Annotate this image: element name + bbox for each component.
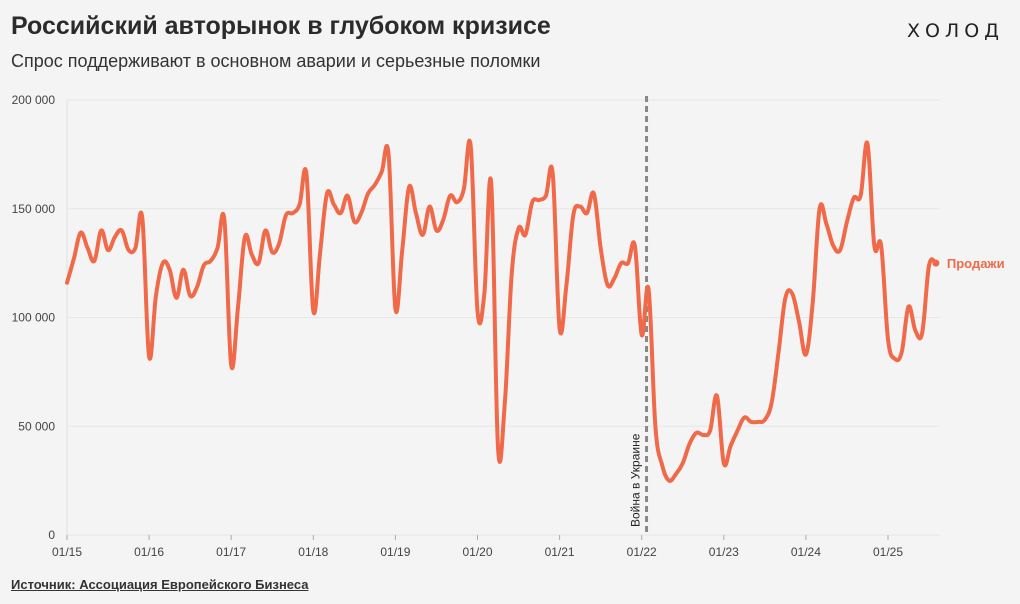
y-tick-label: 50 000 bbox=[18, 419, 55, 433]
axis-layer: 0 50 000 100 000 150 000 200 000 01/15 01/16 01… bbox=[12, 93, 904, 559]
x-tick-label: 01/21 bbox=[545, 545, 575, 559]
y-tick-label: 0 bbox=[48, 528, 55, 542]
series-line-sales bbox=[65, 138, 938, 483]
x-tick-label: 01/22 bbox=[627, 545, 657, 559]
x-tick-label: 01/15 bbox=[52, 545, 82, 559]
x-tick-label: 01/18 bbox=[298, 545, 328, 559]
annotation-label: Война в Украине bbox=[629, 433, 643, 527]
y-tick-label: 100 000 bbox=[12, 311, 56, 325]
annotation-layer: Война в Украине bbox=[629, 96, 649, 535]
x-tick-label: 01/16 bbox=[134, 545, 164, 559]
y-tick-label: 200 000 bbox=[12, 93, 56, 107]
source-note[interactable]: Источник: Ассоциация Европейского Бизнес… bbox=[11, 577, 309, 592]
grid-lines bbox=[67, 99, 940, 536]
x-tick-label: 01/25 bbox=[873, 545, 903, 559]
x-tick-label: 01/24 bbox=[791, 545, 821, 559]
x-tick-label: 01/17 bbox=[216, 545, 246, 559]
series-end-marker bbox=[932, 259, 940, 267]
chart-subtitle: Спрос поддерживают в основном аварии и с… bbox=[11, 51, 541, 71]
brand-logo: ХОЛОД bbox=[906, 20, 1004, 42]
chart-title: Российский авторынок в глубоком кризисе bbox=[11, 12, 551, 40]
series-layer: Продажи bbox=[65, 138, 1005, 483]
series-label: Продажи bbox=[947, 256, 1005, 271]
y-tick-label: 150 000 bbox=[12, 202, 56, 216]
x-tick-label: 01/19 bbox=[380, 545, 410, 559]
x-tick-label: 01/20 bbox=[462, 545, 492, 559]
x-tick-label: 01/23 bbox=[709, 545, 739, 559]
